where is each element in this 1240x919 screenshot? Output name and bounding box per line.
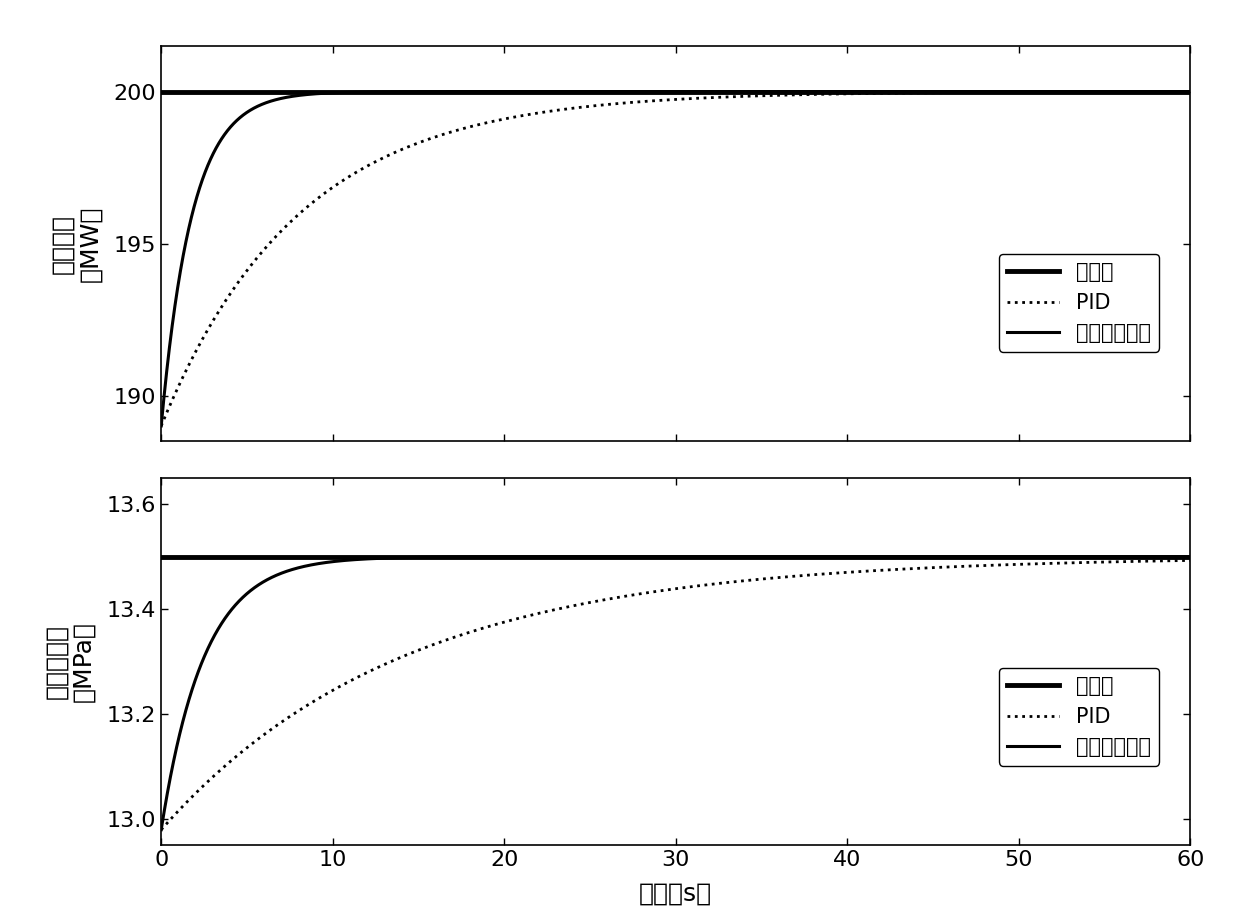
全局滑模控制 bbox=[1163, 551, 1178, 562]
全局滑模控制 bbox=[1178, 86, 1193, 97]
Line: 全局滑模控制: 全局滑模控制 bbox=[161, 92, 1190, 425]
全局滑模控制 bbox=[1052, 551, 1066, 562]
全局滑模控制 bbox=[548, 551, 563, 562]
X-axis label: 时间（s）: 时间（s） bbox=[640, 881, 712, 905]
全局滑模控制 bbox=[548, 86, 563, 97]
PID bbox=[593, 595, 608, 606]
全局滑模控制 bbox=[272, 569, 286, 580]
Legend: 设定值, PID, 全局滑模控制: 设定值, PID, 全局滑模控制 bbox=[999, 668, 1159, 766]
PID bbox=[272, 719, 286, 730]
全局滑模控制 bbox=[1163, 86, 1178, 97]
PID bbox=[332, 681, 347, 692]
PID bbox=[154, 824, 169, 835]
全局滑模控制 bbox=[332, 555, 347, 566]
PID bbox=[1052, 558, 1066, 569]
设定值 bbox=[154, 551, 169, 562]
全局滑模控制 bbox=[272, 94, 286, 105]
全局滑模控制 bbox=[154, 420, 169, 431]
PID bbox=[1163, 555, 1178, 566]
Line: PID: PID bbox=[161, 92, 1190, 425]
设定值 bbox=[154, 86, 169, 97]
全局滑模控制 bbox=[593, 86, 608, 97]
PID bbox=[1163, 86, 1178, 97]
Line: 全局滑模控制: 全局滑模控制 bbox=[161, 557, 1190, 830]
PID bbox=[1052, 86, 1066, 97]
Y-axis label: 发电功率
（MW）: 发电功率 （MW） bbox=[51, 205, 103, 282]
全局滑模控制 bbox=[1052, 86, 1066, 97]
设定值 bbox=[171, 551, 186, 562]
PID bbox=[548, 105, 563, 116]
全局滑模控制 bbox=[593, 551, 608, 562]
全局滑模控制 bbox=[1183, 86, 1198, 97]
Legend: 设定值, PID, 全局滑模控制: 设定值, PID, 全局滑模控制 bbox=[999, 254, 1159, 352]
PID bbox=[332, 177, 347, 188]
PID bbox=[593, 99, 608, 110]
Line: PID: PID bbox=[161, 561, 1190, 830]
全局滑模控制 bbox=[1183, 551, 1198, 562]
全局滑模控制 bbox=[332, 87, 347, 98]
PID bbox=[548, 604, 563, 615]
PID bbox=[1183, 555, 1198, 566]
PID bbox=[1183, 86, 1198, 97]
设定值 bbox=[171, 86, 186, 97]
全局滑模控制 bbox=[154, 824, 169, 835]
PID bbox=[272, 228, 286, 239]
Y-axis label: 主蒸汽压力
（MPa）: 主蒸汽压力 （MPa） bbox=[43, 621, 95, 702]
PID bbox=[154, 420, 169, 431]
